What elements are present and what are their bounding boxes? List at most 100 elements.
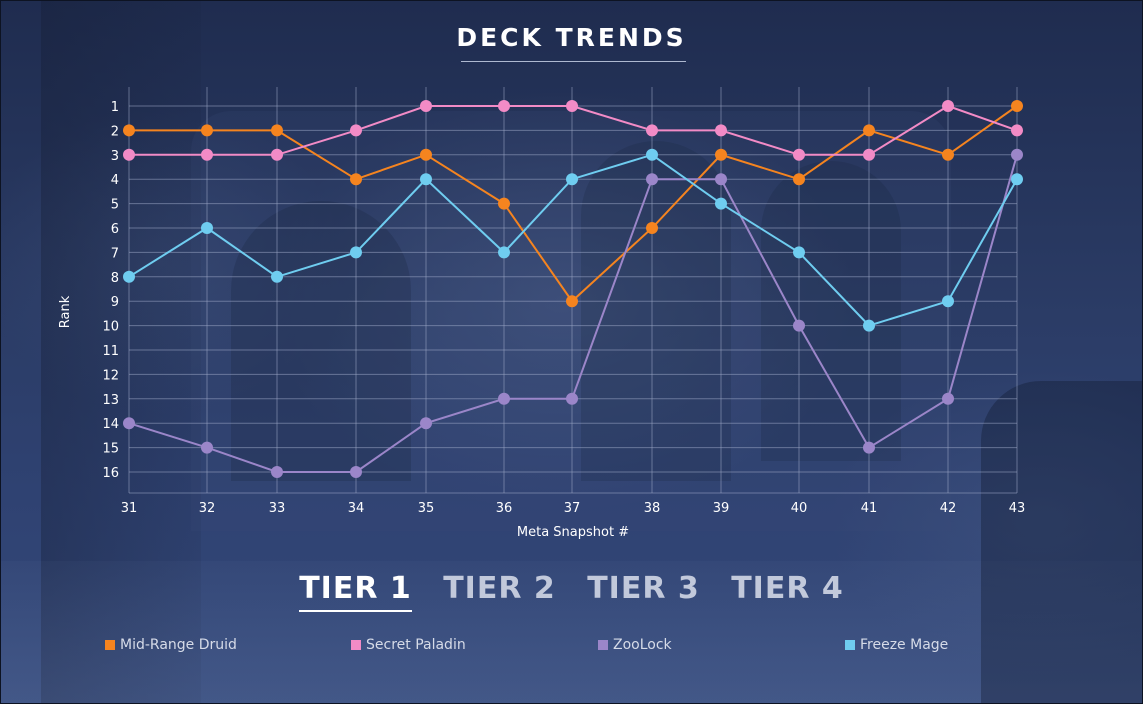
legend-item-secret-paladin[interactable]: Secret Paladin (351, 637, 466, 653)
data-point[interactable] (942, 100, 954, 112)
data-point[interactable] (271, 466, 283, 478)
data-point[interactable] (498, 392, 510, 405)
series-zoolock (123, 148, 1023, 478)
data-point[interactable] (715, 124, 727, 137)
data-point[interactable] (863, 148, 875, 161)
data-point[interactable] (350, 466, 362, 478)
data-point[interactable] (566, 392, 578, 405)
y-tick-label: 3 (111, 149, 119, 164)
legend-swatch (598, 640, 608, 650)
data-point[interactable] (646, 148, 658, 161)
y-tick-label: 5 (111, 198, 119, 213)
y-tick-label: 10 (102, 320, 119, 335)
x-tick-label: 36 (496, 501, 513, 516)
y-tick-label: 9 (111, 295, 119, 310)
data-point[interactable] (646, 173, 658, 186)
data-point[interactable] (420, 148, 432, 161)
data-point[interactable] (123, 124, 135, 137)
chart-grid (128, 87, 1018, 494)
data-point[interactable] (271, 148, 283, 161)
legend-item-mid-range-druid[interactable]: Mid-Range Druid (105, 637, 237, 653)
data-point[interactable] (1011, 148, 1023, 161)
x-tick-label: 31 (121, 501, 138, 516)
data-point[interactable] (1011, 173, 1023, 186)
data-point[interactable] (646, 124, 658, 137)
legend-label: Freeze Mage (860, 637, 949, 653)
data-point[interactable] (123, 417, 135, 430)
data-point[interactable] (715, 173, 727, 186)
y-tick-label: 4 (111, 173, 119, 188)
data-point[interactable] (420, 100, 432, 112)
x-tick-label: 38 (644, 501, 661, 516)
data-point[interactable] (420, 417, 432, 430)
tab-tier-4[interactable]: TIER 4 (731, 571, 844, 606)
legend-item-zoolock[interactable]: ZooLock (598, 637, 672, 653)
data-point[interactable] (123, 148, 135, 161)
data-point[interactable] (863, 319, 875, 332)
legend-swatch (105, 640, 115, 650)
data-point[interactable] (715, 148, 727, 161)
data-point[interactable] (271, 124, 283, 137)
data-point[interactable] (498, 100, 510, 112)
x-tick-label: 33 (269, 501, 286, 516)
data-point[interactable] (498, 197, 510, 210)
y-tick-label: 6 (111, 222, 119, 237)
chart-series (123, 100, 1023, 478)
legend-label: ZooLock (613, 637, 672, 653)
data-point[interactable] (350, 124, 362, 137)
data-point[interactable] (566, 173, 578, 186)
legend-label: Mid-Range Druid (120, 637, 237, 653)
y-tick-label: 12 (102, 368, 119, 383)
x-tick-label: 42 (940, 501, 957, 516)
data-point[interactable] (646, 222, 658, 234)
data-point[interactable] (793, 173, 805, 186)
data-point[interactable] (942, 295, 954, 308)
x-tick-label: 40 (791, 501, 808, 516)
legend-swatch (845, 640, 855, 650)
data-point[interactable] (271, 270, 283, 283)
x-tick-label: 32 (199, 501, 216, 516)
data-point[interactable] (420, 173, 432, 186)
legend-item-freeze-mage[interactable]: Freeze Mage (845, 637, 948, 653)
x-tick-label: 41 (861, 501, 878, 516)
series-freeze-mage (123, 148, 1023, 332)
data-point[interactable] (793, 148, 805, 161)
data-point[interactable] (793, 246, 805, 259)
data-point[interactable] (350, 173, 362, 186)
y-axis-label: Rank (58, 295, 73, 328)
y-tick-label: 14 (102, 417, 119, 432)
data-point[interactable] (201, 222, 213, 234)
data-point[interactable] (863, 124, 875, 137)
data-point[interactable] (201, 148, 213, 161)
data-point[interactable] (498, 246, 510, 259)
data-point[interactable] (566, 295, 578, 308)
data-point[interactable] (942, 148, 954, 161)
tab-tier-2[interactable]: TIER 2 (443, 571, 556, 606)
y-tick-label: 8 (111, 271, 119, 286)
data-point[interactable] (566, 100, 578, 112)
data-point[interactable] (123, 270, 135, 283)
data-point[interactable] (1011, 124, 1023, 137)
data-point[interactable] (942, 392, 954, 405)
series-secret-paladin (123, 100, 1023, 161)
tab-tier-3[interactable]: TIER 3 (587, 571, 700, 606)
x-tick-label: 34 (348, 501, 365, 516)
series-mid-range-druid (123, 100, 1023, 308)
x-tick-label: 39 (713, 501, 730, 516)
data-point[interactable] (201, 124, 213, 137)
x-axis-label: Meta Snapshot # (517, 525, 629, 540)
title-underline (461, 61, 686, 62)
data-point[interactable] (863, 441, 875, 454)
data-point[interactable] (350, 246, 362, 259)
data-point[interactable] (793, 319, 805, 332)
data-point[interactable] (201, 441, 213, 454)
tab-tier-1[interactable]: TIER 1 (299, 571, 412, 612)
data-point[interactable] (1011, 100, 1023, 112)
page-title: DECK TRENDS (456, 23, 687, 52)
y-tick-label: 15 (102, 442, 119, 457)
x-tick-label: 37 (564, 501, 581, 516)
y-tick-label: 1 (111, 100, 119, 115)
data-point[interactable] (715, 197, 727, 210)
